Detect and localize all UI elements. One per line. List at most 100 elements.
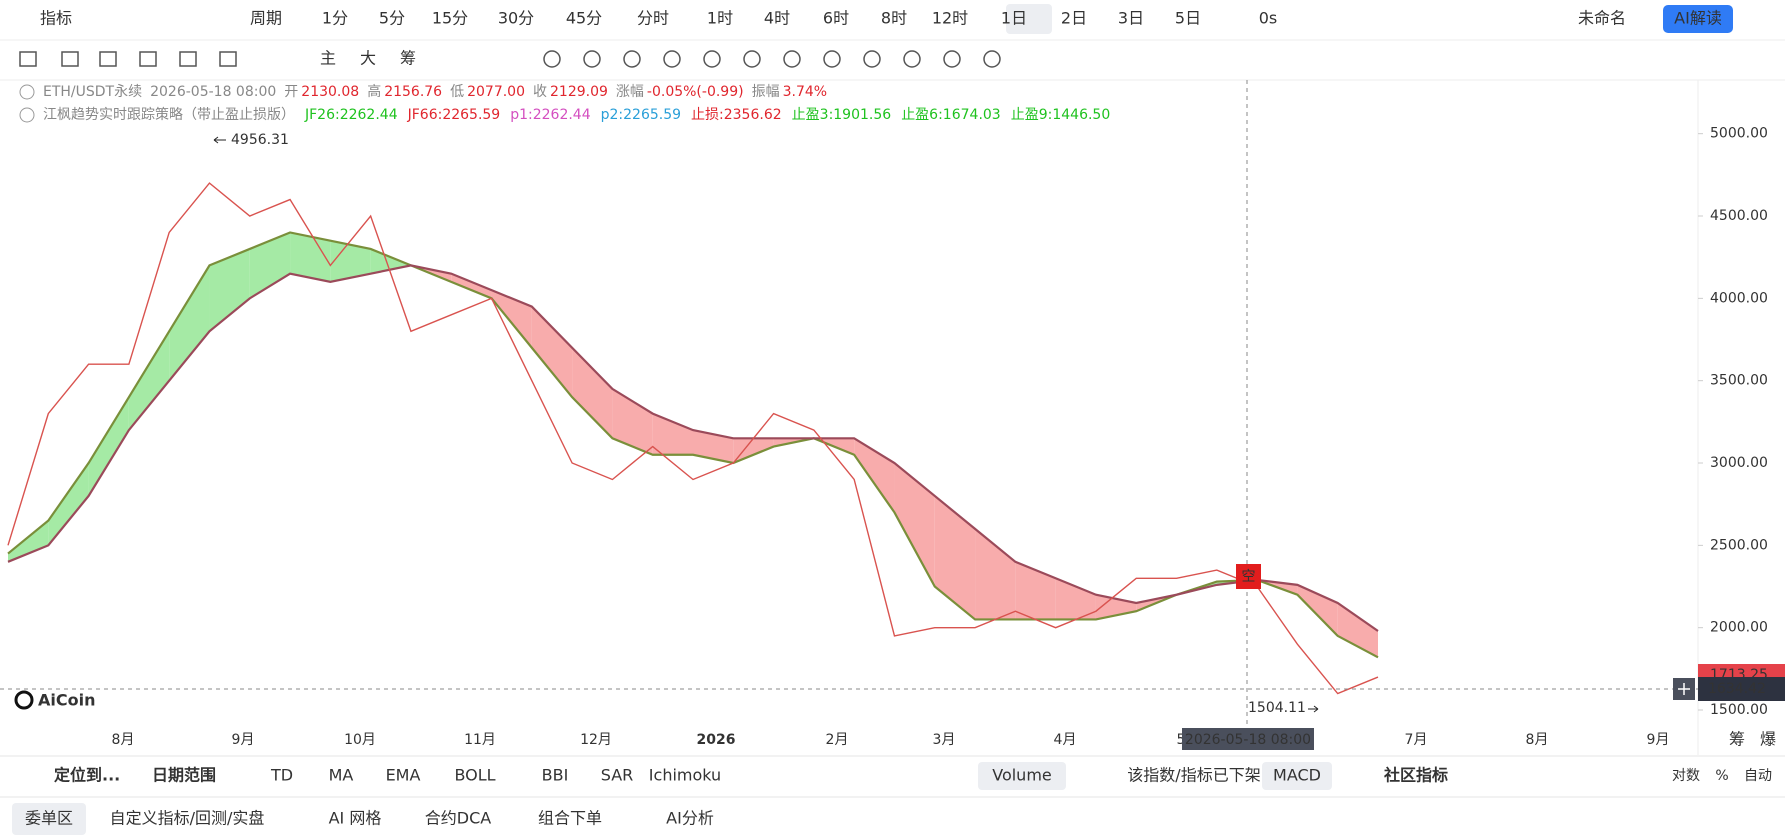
interval-button[interactable]: 15分 <box>432 9 468 28</box>
logo: AiCoin <box>38 691 95 710</box>
band-fill <box>209 248 250 332</box>
interval-button[interactable]: 3日 <box>1118 9 1144 28</box>
x-tick-label: 7月 <box>1405 732 1428 748</box>
indicator-value: JF66:2265.59 <box>407 107 501 123</box>
scale-option[interactable]: % <box>1715 768 1728 784</box>
tool-icon[interactable] <box>703 50 721 68</box>
main-indicator[interactable]: TD <box>270 766 293 785</box>
toggle-icon[interactable] <box>19 107 35 123</box>
indicator-value: 止损:2356.62 <box>691 107 782 123</box>
tool-icon[interactable] <box>583 50 601 68</box>
volume-bg[interactable] <box>978 762 1066 790</box>
tool-icon[interactable] <box>943 50 961 68</box>
main-indicator[interactable]: Ichimoku <box>649 766 721 785</box>
community-indicators[interactable]: 社区指标 <box>1383 766 1448 785</box>
footer-tab[interactable]: 委单区 <box>25 809 73 828</box>
ohlc-info: ETH/USDT永续 2026-05-18 08:00 开 2130.08 高 2156.… <box>43 83 827 100</box>
tab-active-bg[interactable] <box>12 803 86 835</box>
main-chart-button[interactable]: 主 <box>320 49 336 68</box>
low-arrow <box>1308 705 1319 713</box>
tool-icon[interactable] <box>219 51 237 67</box>
footer-tab[interactable]: 组合下单 <box>538 809 602 828</box>
footer-tab[interactable]: 合约DCA <box>425 809 491 828</box>
indicator-button[interactable]: 指标 <box>40 9 72 28</box>
footer-tab[interactable]: 自定义指标/回测/实盘 <box>110 809 265 828</box>
sub-indicator[interactable]: 该指数/指标已下架 <box>1127 766 1260 785</box>
sub-indicator[interactable]: MACD <box>1273 766 1321 785</box>
tool-icon[interactable] <box>903 50 921 68</box>
scale-option[interactable]: 自动 <box>1744 768 1772 784</box>
footer-tab[interactable]: AI 网格 <box>329 809 382 828</box>
tool-icon[interactable] <box>663 50 681 68</box>
cursor-price: 1634.42 <box>1708 681 1766 697</box>
interval-button[interactable]: 45分 <box>566 9 602 28</box>
layout-name[interactable]: 未命名 <box>1578 9 1626 28</box>
chips-button[interactable]: 筹 <box>400 49 416 68</box>
high-note: 4956.31 <box>231 132 289 148</box>
band-fill <box>975 528 1016 620</box>
tool-icon[interactable] <box>743 50 761 68</box>
band-fill <box>1297 584 1338 636</box>
band-fill <box>48 463 89 546</box>
x-tick-label: 11月 <box>464 732 496 748</box>
macd-bg[interactable] <box>1262 762 1332 790</box>
bottom-bar-bg <box>0 755 1785 797</box>
band-fill <box>894 463 935 587</box>
band-fill <box>1095 594 1137 620</box>
tool-icon[interactable] <box>623 50 641 68</box>
indicator-value: p2:2265.59 <box>601 107 681 123</box>
tool-icon[interactable] <box>19 51 37 67</box>
corner: 爆 <box>1760 730 1776 749</box>
countdown: 0s <box>1259 9 1278 28</box>
footer-tab[interactable]: AI分析 <box>666 809 714 828</box>
main-indicator[interactable]: EMA <box>386 766 421 785</box>
tool-icon[interactable] <box>823 50 841 68</box>
interval-button[interactable]: 2日 <box>1061 9 1087 28</box>
date-range[interactable]: 日期范围 <box>152 766 216 785</box>
cursor-price-bg <box>1698 677 1785 701</box>
x-tick-label: 4月 <box>1054 732 1077 748</box>
y-tick-label: 1500.00 <box>1710 702 1768 718</box>
interval-button[interactable]: 分时 <box>637 9 669 28</box>
toggle-icon[interactable] <box>19 84 35 100</box>
main-indicator[interactable]: MA <box>329 766 354 785</box>
locate-button[interactable]: 定位到... <box>53 766 120 785</box>
band-fill <box>612 388 653 455</box>
x-tick-label: 9月 <box>1647 732 1670 748</box>
x-tick-label: 8月 <box>112 732 135 748</box>
tool-icon[interactable] <box>61 51 79 67</box>
interval-button[interactable]: 12时 <box>932 9 968 28</box>
interval-button[interactable]: 5分 <box>379 9 405 28</box>
big-button[interactable]: 大 <box>360 49 376 68</box>
tool-icon[interactable] <box>179 51 197 67</box>
main-indicator[interactable]: BBI <box>542 766 569 785</box>
ai-button-bg[interactable] <box>1663 5 1733 33</box>
scale-option[interactable]: 对数 <box>1672 768 1700 784</box>
y-tick-label: 3500.00 <box>1710 373 1768 389</box>
interval-button[interactable]: 8时 <box>881 9 907 28</box>
interval-button[interactable]: 1日 <box>1001 9 1027 28</box>
interval-button[interactable]: 6时 <box>823 9 849 28</box>
tool-icon[interactable] <box>783 50 801 68</box>
interval-button[interactable]: 1时 <box>707 9 733 28</box>
band-fill <box>733 438 774 464</box>
ai-button[interactable]: AI解读 <box>1674 9 1722 28</box>
tool-icon[interactable] <box>543 50 561 68</box>
period-dropdown[interactable]: 周期 <box>250 9 282 28</box>
tool-icon[interactable] <box>863 50 881 68</box>
interval-button[interactable]: 5日 <box>1175 9 1201 28</box>
main-indicator[interactable]: SAR <box>601 766 634 785</box>
interval-button[interactable]: 1分 <box>322 9 348 28</box>
interval-button[interactable]: 30分 <box>498 9 534 28</box>
info-item: 2077.00 <box>467 84 525 100</box>
main-indicator[interactable]: BOLL <box>454 766 495 785</box>
info-item: ETH/USDT永续 <box>43 83 142 100</box>
band-fill <box>531 306 573 398</box>
interval-button[interactable]: 4时 <box>764 9 790 28</box>
sub-indicator[interactable]: Volume <box>992 766 1052 785</box>
x-tick-label: 3月 <box>933 732 956 748</box>
tool-icon[interactable] <box>983 50 1001 68</box>
tool-icon[interactable] <box>99 51 117 67</box>
tool-icon[interactable] <box>139 51 157 67</box>
plus <box>1678 683 1690 695</box>
